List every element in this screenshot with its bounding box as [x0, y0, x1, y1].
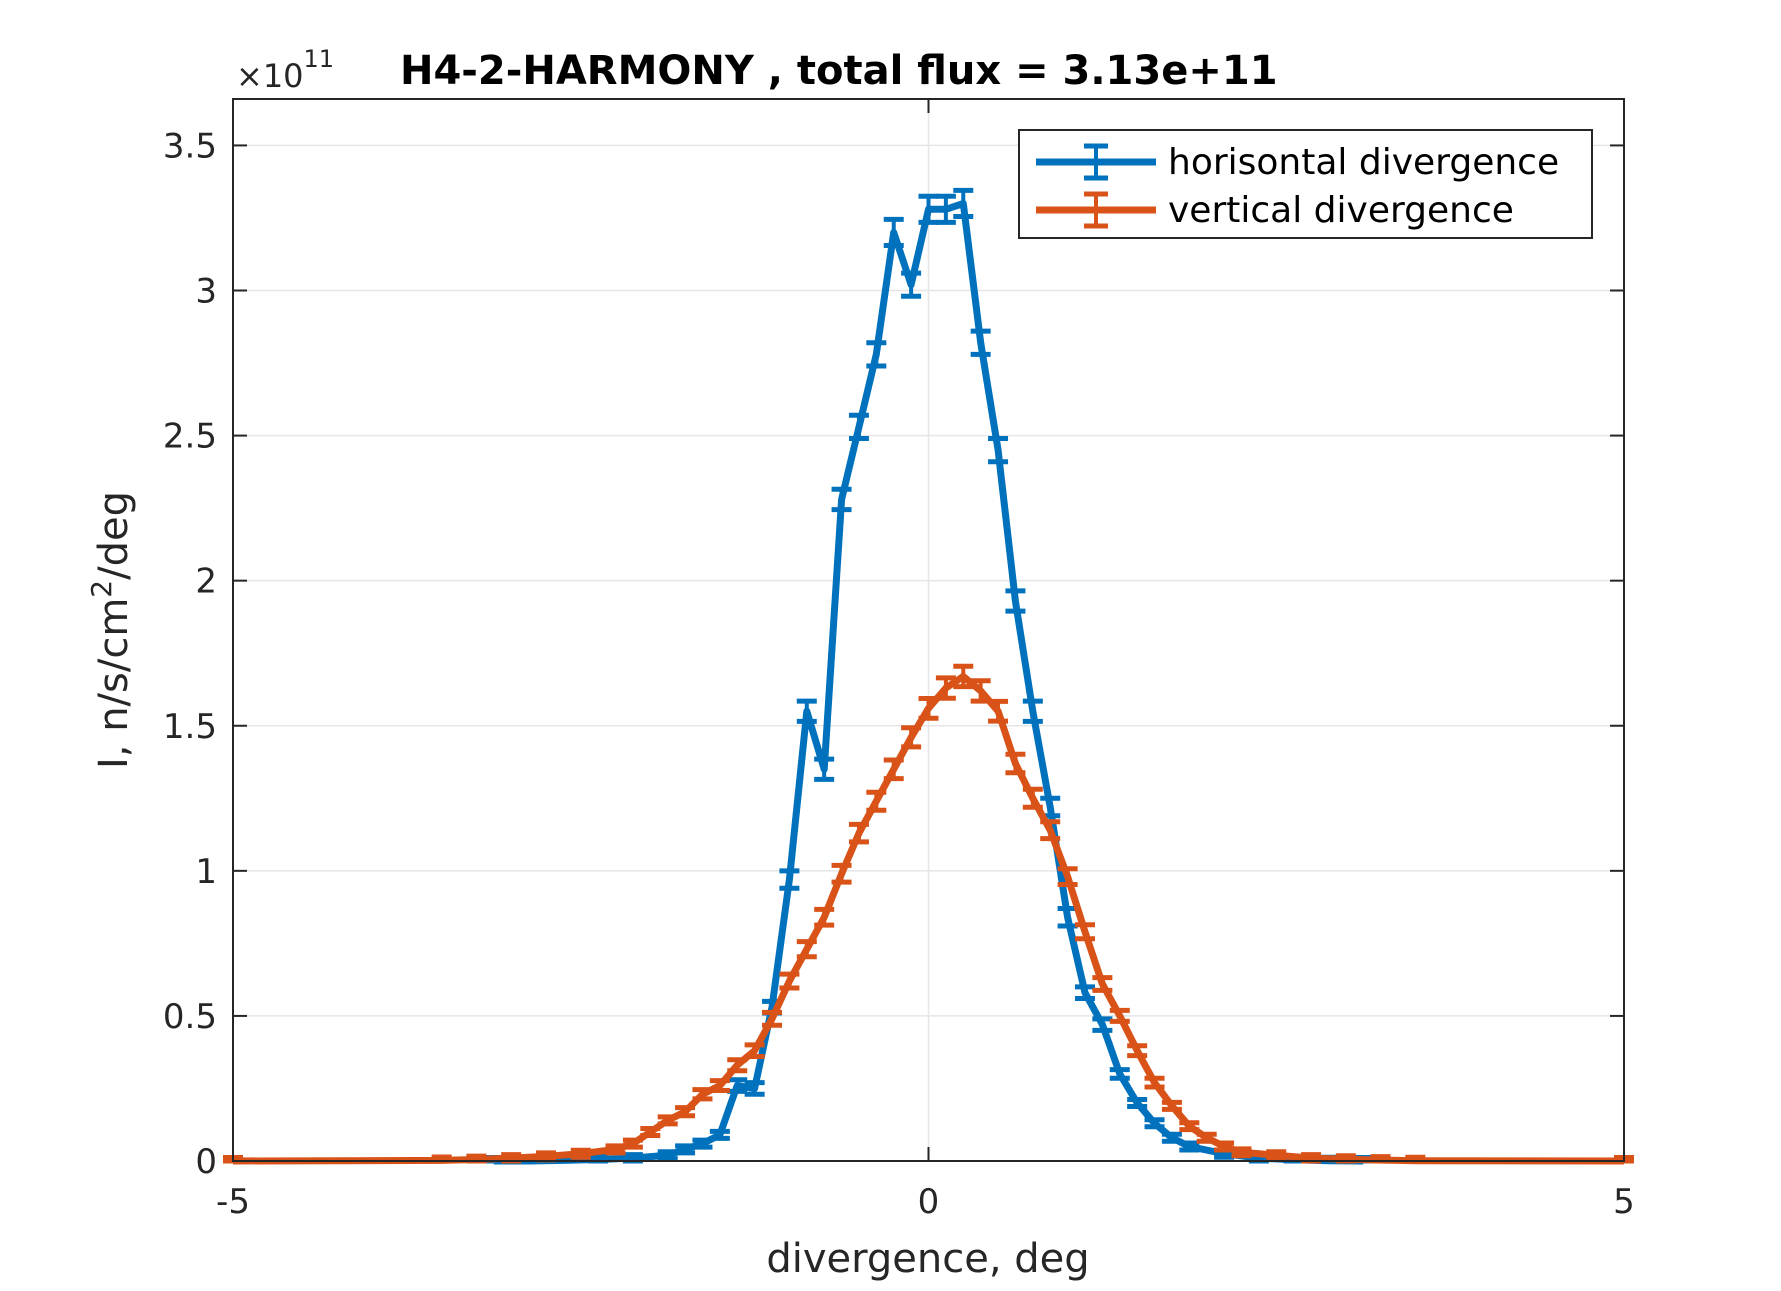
y-axis-title-main: I, n/s/cm	[91, 598, 137, 769]
legend-label-horisontal: horisontal divergence	[1168, 142, 1559, 183]
error-bar	[657, 1149, 678, 1162]
error-bar	[1092, 975, 1113, 993]
error-bar	[779, 868, 800, 891]
error-bar	[814, 756, 835, 782]
error-bar	[1074, 922, 1095, 942]
legend-swatch-horisontal	[1036, 143, 1156, 181]
axis-ticks: -5 0 500.511.522.533.5	[163, 99, 1635, 1222]
error-bar	[901, 725, 922, 750]
y-tick-label: 0	[195, 1142, 217, 1182]
error-bar	[570, 1147, 591, 1160]
error-bar	[970, 328, 991, 357]
legend-label-vertical: vertical divergence	[1168, 190, 1514, 231]
y-tick-label: 0.5	[163, 997, 217, 1037]
error-bar	[1179, 1140, 1200, 1153]
error-bar	[988, 698, 1009, 724]
error-bar	[1179, 1120, 1200, 1133]
error-bar	[1022, 786, 1043, 810]
legend-swatches	[1036, 143, 1156, 229]
error-bar	[866, 340, 887, 369]
y-exponent-power: 11	[304, 45, 335, 73]
error-bar	[675, 1143, 696, 1156]
error-bar	[935, 193, 956, 225]
y-tick-label: 1.5	[163, 707, 217, 747]
error-bar	[779, 971, 800, 991]
error-bar	[814, 906, 835, 928]
error-bar	[1196, 1131, 1217, 1144]
error-bar	[709, 1128, 730, 1141]
error-bar	[1040, 819, 1061, 842]
error-bar	[1144, 1117, 1165, 1130]
error-bar	[1266, 1149, 1287, 1162]
error-bar	[1005, 751, 1026, 776]
error-bar	[796, 698, 817, 724]
error-bar	[1057, 866, 1078, 887]
error-bar	[1127, 1096, 1148, 1109]
error-bar	[883, 757, 904, 782]
error-bar	[622, 1137, 643, 1150]
error-bar	[709, 1078, 730, 1093]
error-bar	[1109, 1007, 1130, 1024]
y-axis-title: I, n/s/cm2/deg	[85, 491, 137, 769]
legend-box	[1018, 129, 1593, 239]
x-tick-label: 5	[1613, 1182, 1635, 1222]
error-bar	[744, 1080, 765, 1097]
error-bar	[640, 1126, 661, 1138]
error-bar	[918, 193, 939, 225]
error-bar	[866, 789, 887, 813]
y-tick-label: 1	[195, 852, 217, 892]
y-axis-title-suffix: /deg	[91, 491, 137, 580]
y-exponent-base: ×10	[236, 57, 304, 95]
legend: horisontal divergence vertical divergenc…	[1018, 129, 1593, 239]
error-bar	[1109, 1067, 1130, 1081]
error-bar	[988, 435, 1009, 465]
error-bar	[1005, 588, 1026, 614]
error-bar	[883, 216, 904, 249]
error-bar	[848, 821, 869, 845]
error-bar	[675, 1105, 696, 1119]
error-bar	[848, 412, 869, 441]
error-bar	[935, 675, 956, 701]
x-tick-label: -5	[216, 1182, 250, 1222]
error-bar	[831, 486, 852, 513]
y-tick-label: 3.5	[163, 126, 217, 166]
error-bar	[1161, 1099, 1182, 1112]
error-bar	[1127, 1043, 1148, 1059]
error-bar	[1144, 1075, 1165, 1090]
chart-title: H4-2-HARMONY , total flux = 3.13e+11	[400, 48, 1278, 94]
y-axis-title-superscript: 2	[85, 580, 118, 598]
error-bar	[953, 663, 974, 690]
error-bar	[1231, 1146, 1252, 1159]
y-tick-label: 2.5	[163, 417, 217, 457]
x-tick-label: 0	[918, 1182, 940, 1222]
error-bar	[1161, 1131, 1182, 1144]
error-bar	[831, 862, 852, 885]
error-bar	[970, 678, 991, 704]
error-bar	[796, 939, 817, 960]
error-bar	[744, 1042, 765, 1060]
legend-swatch-vertical	[1036, 191, 1156, 229]
y-exponent-label: ×1011	[236, 45, 334, 95]
error-bar	[692, 1087, 713, 1102]
error-bar	[1214, 1140, 1235, 1153]
error-bar	[762, 1009, 783, 1028]
y-tick-label: 2	[195, 562, 217, 602]
error-bar	[918, 695, 939, 721]
error-bar	[901, 270, 922, 299]
error-bar	[1092, 1016, 1113, 1033]
error-bar	[1022, 698, 1043, 724]
error-bar	[953, 187, 974, 220]
error-bar	[692, 1137, 713, 1150]
error-bar	[535, 1150, 556, 1163]
error-bar	[727, 1077, 748, 1094]
error-bar	[657, 1114, 678, 1127]
error-bar	[1074, 984, 1095, 1002]
y-tick-label: 3	[195, 272, 217, 312]
error-bar	[605, 1143, 626, 1156]
error-bar	[727, 1057, 748, 1074]
x-axis-title: divergence, deg	[766, 1236, 1089, 1282]
